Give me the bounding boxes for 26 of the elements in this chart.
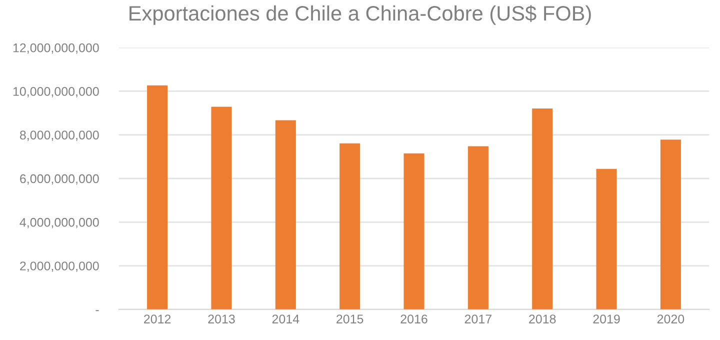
y-tick-label: 4,000,000,000 xyxy=(20,218,99,228)
x-tick-label: 2016 xyxy=(400,314,428,324)
bar xyxy=(404,153,424,310)
bar xyxy=(147,85,168,310)
x-tick-label: 2015 xyxy=(336,314,364,324)
y-tick-label: 8,000,000,000 xyxy=(20,130,99,141)
y-tick-label: 6,000,000,000 xyxy=(20,174,99,185)
bar xyxy=(660,140,681,310)
bar xyxy=(596,168,617,310)
y-tick-label: 2,000,000,000 xyxy=(20,262,99,272)
x-tick-label: 2013 xyxy=(208,314,235,324)
x-tick-label: 2019 xyxy=(593,314,620,324)
bar xyxy=(340,143,360,310)
y-tick-label: 12,000,000,000 xyxy=(13,43,99,54)
x-tick-label: 2018 xyxy=(529,314,556,324)
bar xyxy=(275,120,296,310)
y-tick-label: - xyxy=(96,310,99,312)
bar xyxy=(468,146,488,310)
y-tick-label: 10,000,000,000 xyxy=(13,87,99,98)
x-tick-label: 2012 xyxy=(144,314,171,324)
chart-title: Exportaciones de Chile a China-Cobre (US$ FOB) xyxy=(130,5,591,25)
bar xyxy=(211,106,232,310)
x-tick-label: 2014 xyxy=(272,314,300,324)
x-tick-label: 2020 xyxy=(657,314,684,324)
x-tick-label: 2017 xyxy=(464,314,492,324)
bar xyxy=(532,108,553,310)
